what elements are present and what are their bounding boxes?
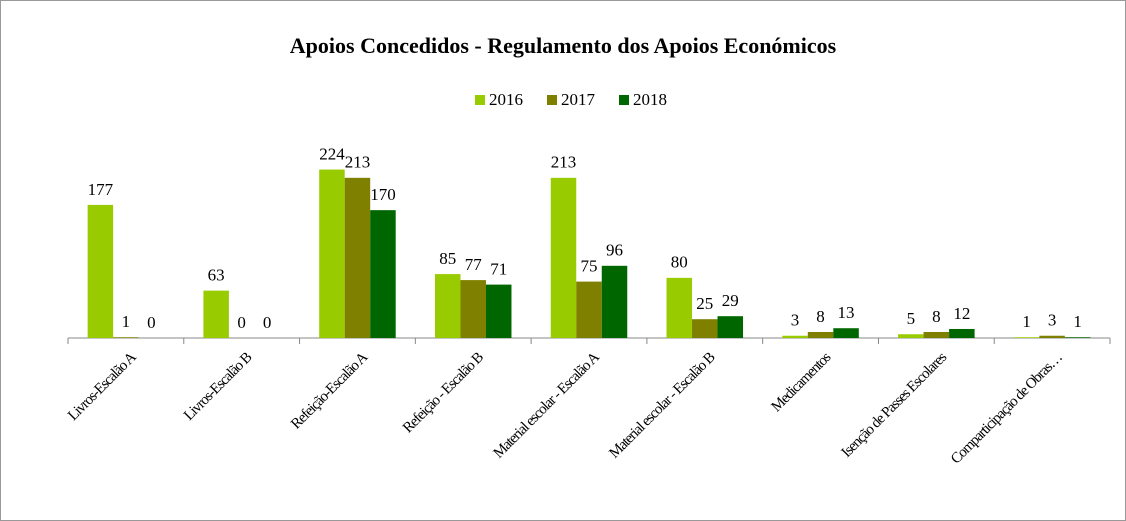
bar xyxy=(1064,337,1091,338)
bar xyxy=(550,177,577,338)
bar xyxy=(460,280,486,338)
data-label: 80 xyxy=(671,253,688,272)
data-label: 1 xyxy=(1073,312,1082,331)
bar xyxy=(782,335,808,338)
bar xyxy=(370,210,396,338)
data-label: 0 xyxy=(237,313,246,332)
data-label: 77 xyxy=(465,255,483,274)
bar xyxy=(949,328,975,338)
data-label: 85 xyxy=(439,249,456,268)
data-label: 29 xyxy=(722,291,739,310)
bar xyxy=(717,316,744,338)
bar xyxy=(923,331,950,338)
data-label: 5 xyxy=(907,309,916,328)
data-label: 170 xyxy=(370,185,396,204)
data-label: 12 xyxy=(953,304,970,323)
bar xyxy=(1039,335,1065,338)
data-label: 213 xyxy=(551,153,577,172)
data-label: 224 xyxy=(319,144,345,163)
data-label: 71 xyxy=(490,260,507,279)
bar xyxy=(666,277,693,338)
data-label: 213 xyxy=(345,153,371,172)
data-label: 0 xyxy=(147,313,156,332)
data-label: 13 xyxy=(838,303,855,322)
bar xyxy=(87,204,114,338)
bar xyxy=(434,274,461,338)
chart-title: Apoios Concedidos - Regulamento dos Apoi… xyxy=(290,33,837,58)
legend-label: 2018 xyxy=(633,90,667,109)
data-label: 0 xyxy=(263,313,272,332)
data-label: 8 xyxy=(932,307,941,326)
data-label: 8 xyxy=(816,307,825,326)
bar xyxy=(807,331,834,338)
data-label: 1 xyxy=(1022,312,1031,331)
data-label: 96 xyxy=(606,241,623,260)
bar xyxy=(344,177,371,338)
data-label: 3 xyxy=(1048,311,1057,330)
bar xyxy=(113,337,139,338)
legend-swatch xyxy=(475,95,485,105)
data-label: 75 xyxy=(581,257,598,276)
bar xyxy=(576,281,602,338)
data-label: 25 xyxy=(696,294,713,313)
legend-label: 2016 xyxy=(489,90,523,109)
legend-label: 2017 xyxy=(561,90,596,109)
legend-swatch xyxy=(619,95,629,105)
bar xyxy=(203,290,229,338)
bar xyxy=(898,334,924,338)
data-label: 3 xyxy=(791,311,800,330)
bar xyxy=(692,319,718,338)
legend-swatch xyxy=(547,95,557,105)
data-label: 1 xyxy=(122,312,131,331)
data-label: 177 xyxy=(88,180,114,199)
data-label: 63 xyxy=(208,266,225,285)
bar xyxy=(601,265,628,338)
bar xyxy=(485,284,512,338)
bar xyxy=(319,169,345,338)
bar xyxy=(1013,337,1040,338)
bar xyxy=(833,328,859,338)
